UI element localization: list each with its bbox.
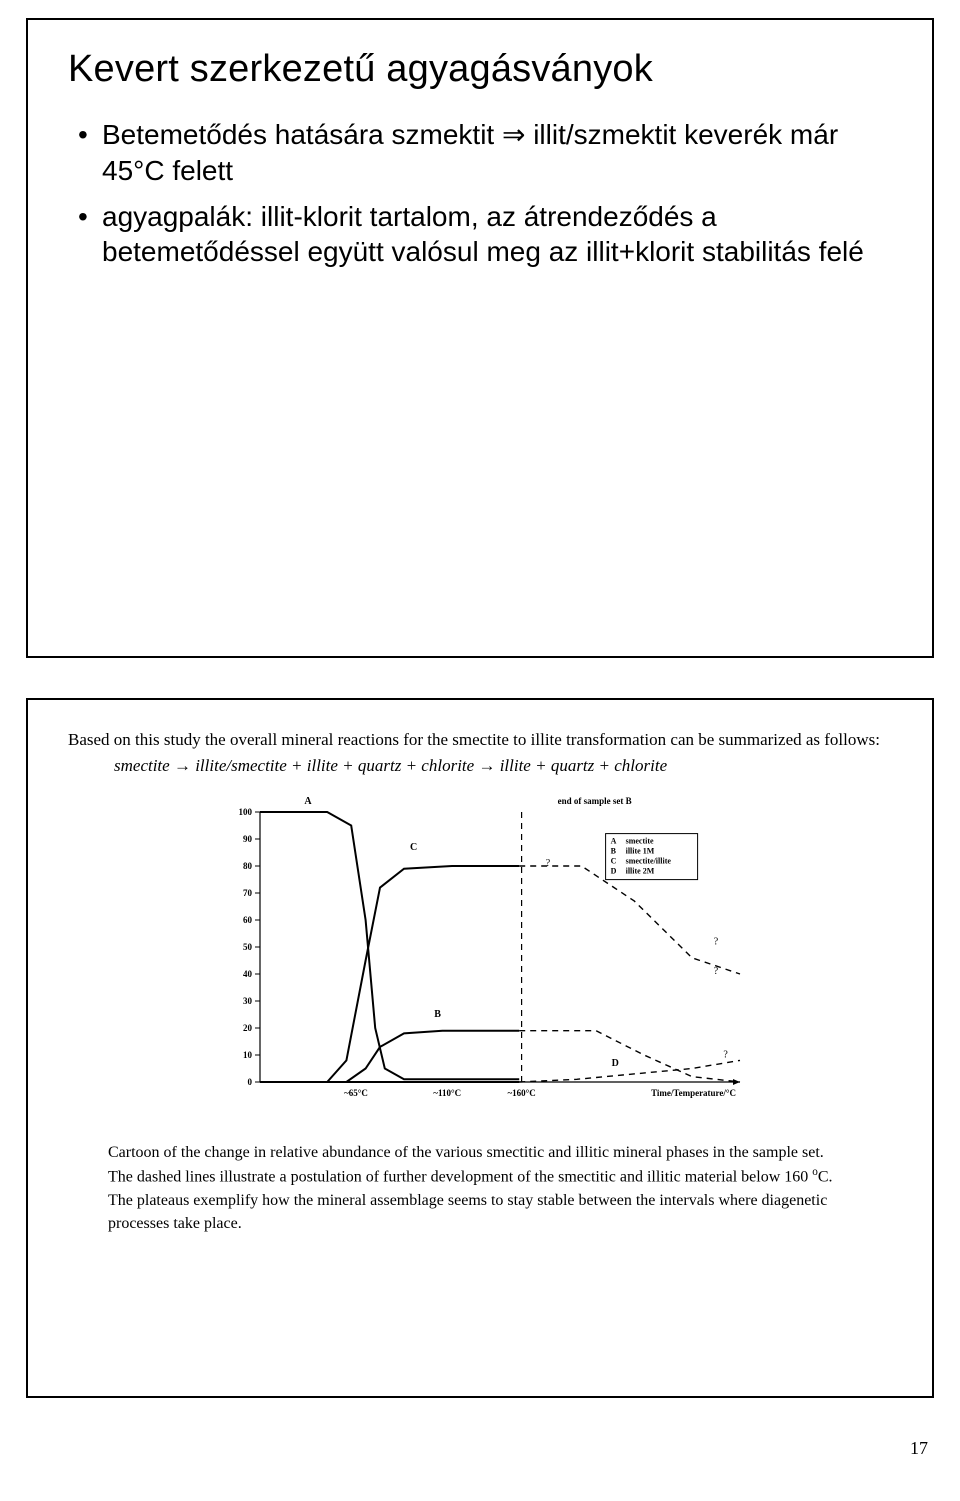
svg-text:C: C — [611, 856, 617, 865]
svg-text:?: ? — [546, 858, 551, 869]
slide-1: Kevert szerkezetű agyagásványok Betemető… — [26, 18, 934, 658]
svg-text:?: ? — [714, 936, 719, 947]
slide1-bullet-1: Betemetődés hatására szmektit ⇒ illit/sz… — [78, 117, 892, 189]
svg-text:90: 90 — [243, 834, 253, 844]
svg-text:~65°C: ~65°C — [344, 1088, 368, 1098]
svg-text:40: 40 — [243, 969, 253, 979]
svg-text:Time/Temperature/°C: Time/Temperature/°C — [651, 1088, 736, 1098]
svg-text:A: A — [304, 796, 312, 807]
svg-text:?: ? — [714, 966, 719, 977]
slide-2: Based on this study the overall mineral … — [26, 698, 934, 1398]
svg-text:D: D — [612, 1058, 619, 1069]
svg-text:70: 70 — [243, 888, 253, 898]
svg-text:C: C — [410, 842, 417, 853]
slide2-intro-text: Based on this study the overall mineral … — [68, 728, 892, 752]
svg-text:20: 20 — [243, 1023, 253, 1033]
slide2-reaction-text: smectite → illite/smectite + illite + qu… — [114, 756, 892, 776]
caption-part-1: Cartoon of the change in relative abunda… — [108, 1144, 824, 1186]
svg-text:?: ? — [723, 1049, 728, 1060]
svg-text:50: 50 — [243, 942, 253, 952]
svg-text:100: 100 — [239, 807, 253, 817]
svg-text:smectite: smectite — [626, 836, 654, 845]
svg-text:0: 0 — [248, 1077, 253, 1087]
svg-text:end of sample set B: end of sample set B — [558, 796, 632, 806]
svg-text:A: A — [611, 836, 617, 845]
slide1-title: Kevert szerkezetű agyagásványok — [68, 48, 892, 91]
svg-text:B: B — [434, 1009, 441, 1020]
svg-text:D: D — [611, 866, 617, 875]
chart-container: 0 10 20 30 40 50 60 70 80 90 100 ~65°C ~110°C ~160°C T… — [200, 792, 760, 1127]
page-number: 17 — [26, 1438, 928, 1459]
svg-text:80: 80 — [243, 861, 253, 871]
svg-text:~160°C: ~160°C — [507, 1088, 535, 1098]
slide2-caption: Cartoon of the change in relative abunda… — [108, 1141, 852, 1235]
svg-text:smectite/illite: smectite/illite — [626, 856, 672, 865]
svg-text:illite 1M: illite 1M — [626, 846, 655, 855]
svg-text:30: 30 — [243, 996, 253, 1006]
svg-text:60: 60 — [243, 915, 253, 925]
page: Kevert szerkezetű agyagásványok Betemető… — [0, 0, 960, 1479]
svg-text:B: B — [611, 846, 617, 855]
svg-text:10: 10 — [243, 1050, 253, 1060]
abundance-chart: 0 10 20 30 40 50 60 70 80 90 100 ~65°C ~110°C ~160°C T… — [200, 792, 760, 1122]
svg-text:~110°C: ~110°C — [433, 1088, 461, 1098]
svg-text:illite 2M: illite 2M — [626, 866, 655, 875]
slide1-bullet-2: agyagpalák: illit-klorit tartalom, az át… — [78, 199, 892, 271]
slide1-bullet-list: Betemetődés hatására szmektit ⇒ illit/sz… — [78, 117, 892, 270]
